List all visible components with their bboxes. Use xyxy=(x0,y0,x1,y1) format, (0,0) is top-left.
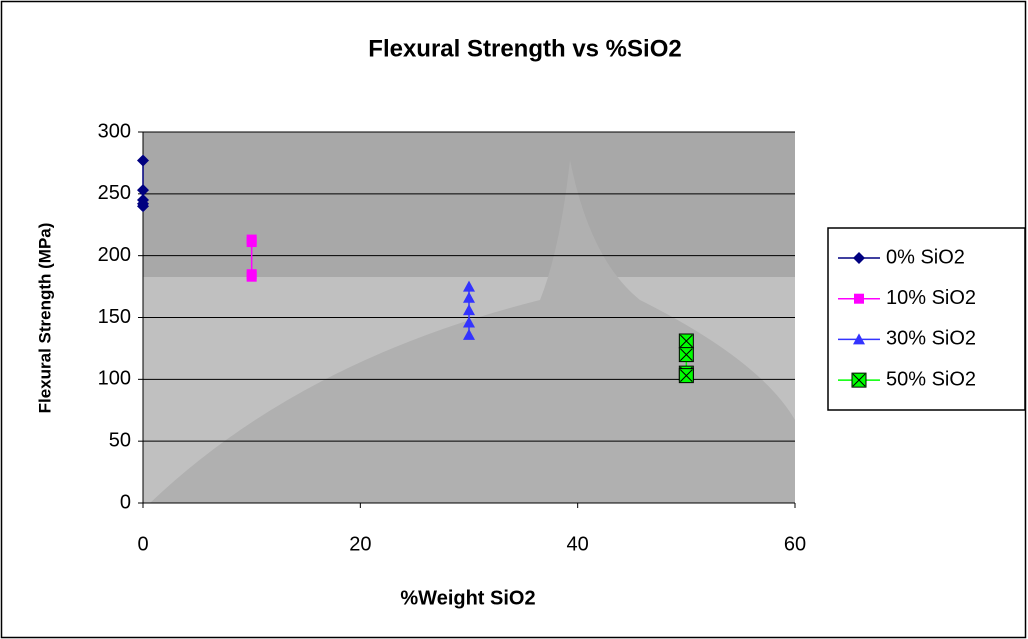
y-tick-label: 300 xyxy=(98,120,131,142)
marker xyxy=(852,373,866,387)
legend-label: 10% SiO2 xyxy=(886,287,976,309)
marker xyxy=(854,294,864,304)
y-tick-label: 0 xyxy=(120,491,131,513)
x-axis-label: %Weight SiO2 xyxy=(400,587,535,609)
marker xyxy=(679,348,693,362)
marker xyxy=(247,272,257,282)
x-tick-label: 20 xyxy=(349,533,371,555)
y-tick-label: 150 xyxy=(98,306,131,328)
marker xyxy=(679,334,693,348)
x-tick-label: 0 xyxy=(137,533,148,555)
marker xyxy=(679,369,693,383)
y-tick-label: 50 xyxy=(109,429,131,451)
marker xyxy=(247,237,257,247)
legend-label: 30% SiO2 xyxy=(886,328,976,350)
y-axis-label: Flexural Strength (MPa) xyxy=(35,223,54,414)
x-tick-label: 40 xyxy=(567,533,589,555)
y-tick-label: 250 xyxy=(98,182,131,204)
y-tick-label: 100 xyxy=(98,368,131,390)
x-tick-label: 60 xyxy=(784,533,806,555)
chart-title: Flexural Strength vs %SiO2 xyxy=(368,35,681,62)
legend-label: 0% SiO2 xyxy=(886,246,965,268)
chart: Flexural Strength vs %SiO2 %Weight SiO2 … xyxy=(0,0,1028,639)
legend-label: 50% SiO2 xyxy=(886,368,976,390)
y-tick-label: 200 xyxy=(98,244,131,266)
